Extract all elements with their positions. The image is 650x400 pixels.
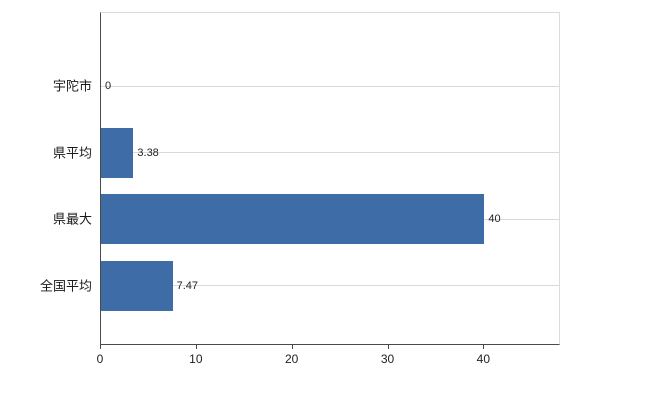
- x-axis-tick: [483, 345, 485, 349]
- bar-value-label: 0: [105, 80, 112, 92]
- category-label: 宇陀市: [52, 78, 92, 94]
- x-axis-tick-label: 0: [96, 352, 104, 366]
- x-axis-tick: [195, 345, 197, 349]
- category-label: 県平均: [52, 145, 92, 160]
- bar-2: [101, 194, 485, 244]
- x-axis-tick-label: 20: [284, 352, 299, 366]
- x-axis-tick: [387, 345, 389, 349]
- x-axis-tick-label: 30: [380, 352, 395, 366]
- bar-3: [101, 260, 173, 311]
- category-label: 県最大: [52, 211, 92, 227]
- x-axis-tick-label: 10: [189, 352, 203, 366]
- category-gridline: [101, 152, 559, 153]
- bar-1: [101, 127, 134, 178]
- x-axis-tick-label: 40: [476, 352, 491, 366]
- bar-value-label: 7.47: [176, 279, 198, 292]
- category-gridline: [101, 285, 559, 286]
- category-gridline: [101, 85, 559, 87]
- bar-value-label: 3.38: [137, 146, 159, 159]
- plot-area: 0 3.38 40 7.47: [100, 12, 560, 345]
- x-axis-tick: [291, 345, 293, 349]
- category-label: 全国平均: [39, 278, 92, 293]
- bar-value-label: 40: [488, 213, 501, 225]
- x-axis-tick: [100, 345, 101, 349]
